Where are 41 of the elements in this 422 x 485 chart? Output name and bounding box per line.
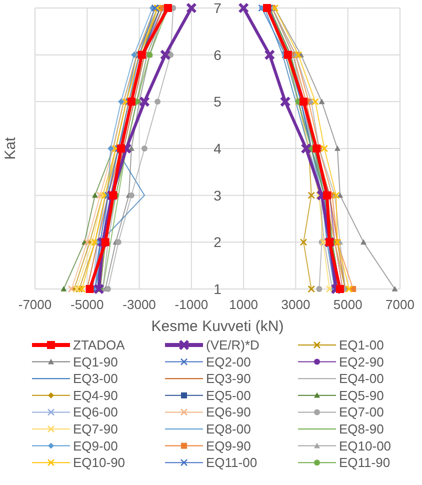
x-tick-label: -7000	[18, 297, 52, 312]
legend-label: EQ4-00	[339, 371, 384, 386]
legend-label: EQ10-00	[339, 438, 392, 454]
legend-label: EQ4-90	[73, 388, 118, 403]
x-axis-title: Kesme Kuvveti (kN)	[151, 318, 284, 335]
legend-label: EQ9-00	[73, 438, 118, 454]
legend-label: ZTADOA	[73, 338, 126, 352]
legend-label: EQ1-90	[73, 354, 118, 370]
y-tick-label: 4	[214, 140, 222, 156]
legend-label: EQ11-00	[206, 455, 258, 470]
x-tick-label: -5000	[70, 297, 104, 312]
x-tick-label: 1000	[229, 297, 258, 312]
legend-label: EQ6-00	[73, 404, 118, 420]
legend-label: EQ7-00	[339, 404, 384, 420]
legend-label: EQ8-90	[339, 422, 384, 436]
y-tick-label: 3	[214, 187, 222, 204]
legend-label: EQ3-90	[206, 371, 251, 386]
legend-label: EQ2-00	[206, 354, 251, 370]
legend-label: EQ11-90	[339, 455, 390, 470]
x-tick-label: -1000	[174, 297, 208, 312]
y-tick-label: 5	[214, 94, 222, 110]
legend-label: EQ3-00	[73, 371, 118, 386]
y-axis-title: Kat	[2, 136, 19, 160]
legend-label: EQ9-90	[206, 438, 251, 454]
x-tick-label: 5000	[333, 297, 362, 312]
y-tick-label: 6	[214, 46, 222, 63]
y-tick-label: 7	[214, 0, 222, 16]
legend-label: EQ7-90	[73, 422, 118, 436]
legend-label: EQ5-00	[206, 388, 251, 403]
legend-label: EQ6-90	[206, 404, 251, 420]
legend-label: EQ10-90	[73, 455, 126, 470]
legend-label: (VE/R)*D	[206, 338, 260, 352]
x-tick-label: 7000	[386, 297, 414, 312]
legend-label: EQ2-90	[339, 354, 384, 370]
y-tick-label: 2	[214, 234, 222, 250]
y-tick-label: 1	[214, 281, 222, 297]
legend-label: EQ5-90	[339, 388, 384, 403]
legend-label: EQ8-00	[206, 422, 251, 436]
x-tick-label: -3000	[122, 297, 156, 312]
x-tick-label: 3000	[281, 297, 310, 312]
legend-label: EQ1-00	[339, 338, 384, 352]
